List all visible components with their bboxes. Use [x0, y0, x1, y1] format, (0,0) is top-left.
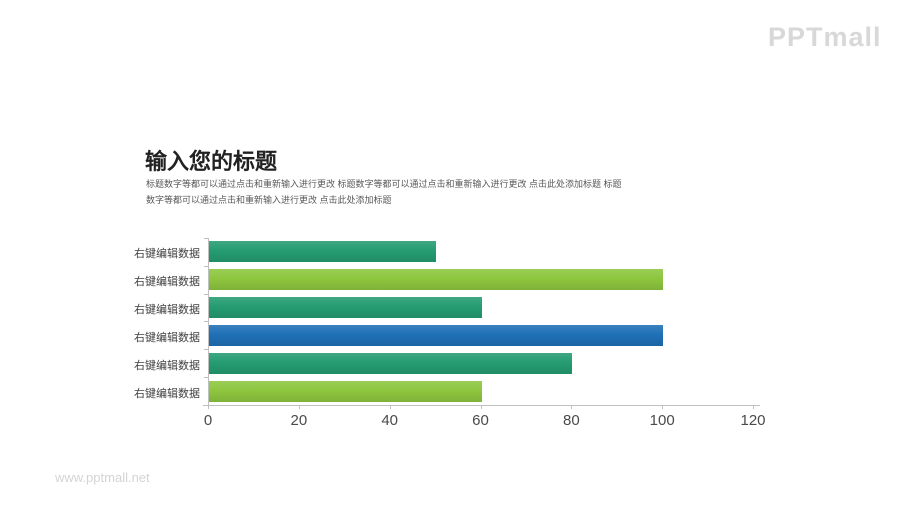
value-tick-label: 20	[290, 412, 308, 429]
pptmall-logo: PPTmall	[768, 22, 882, 52]
value-tick-label: 0	[203, 412, 213, 429]
category-label: 右键编辑数据	[134, 276, 200, 289]
value-tick	[753, 405, 754, 409]
data-bar[interactable]	[209, 297, 482, 319]
value-tick-label: 60	[472, 412, 489, 429]
value-tick	[662, 405, 664, 409]
value-tick-label: 100	[649, 412, 675, 429]
category-axis-line	[208, 238, 209, 406]
value-tick-label: 80	[562, 412, 580, 429]
category-tick	[204, 293, 208, 295]
subtitle-line-2: 数字等都可以通过点击和重新输入进行更改 点击此处添加标题	[146, 195, 392, 205]
category-tick	[204, 377, 208, 379]
data-bar[interactable]	[209, 241, 436, 263]
subtitle-line-1: 标题数字等都可以通过点击和重新输入进行更改 标题数字等都可以通过点击和重新输入进…	[146, 179, 622, 189]
page-subtitle: 标题数字等都可以通过点击和重新输入进行更改 标题数字等都可以通过点击和重新输入进…	[146, 176, 646, 208]
category-tick	[204, 321, 208, 323]
category-label: 右键编辑数据	[134, 387, 200, 400]
category-label: 右键编辑数据	[134, 331, 200, 344]
category-label: 右键编辑数据	[134, 359, 200, 372]
value-tick	[208, 405, 209, 409]
watermark: www.pptmall.net	[55, 470, 150, 485]
data-bar[interactable]	[209, 352, 572, 374]
value-tick	[480, 405, 482, 409]
value-tick-label: 40	[381, 412, 398, 429]
value-axis-line	[203, 405, 760, 406]
data-bar[interactable]	[209, 269, 663, 291]
data-bar[interactable]	[209, 380, 482, 402]
category-tick	[204, 265, 208, 267]
value-tick-label: 120	[740, 412, 766, 429]
value-tick	[389, 405, 391, 409]
category-tick	[204, 404, 208, 406]
category-label: 右键编辑数据	[134, 304, 200, 317]
category-tick	[204, 238, 208, 239]
category-label: 右键编辑数据	[134, 248, 200, 261]
value-tick	[571, 405, 573, 409]
data-bar[interactable]	[209, 324, 663, 346]
page-title: 输入您的标题	[145, 149, 278, 174]
category-tick	[204, 349, 208, 351]
value-tick	[298, 405, 300, 409]
